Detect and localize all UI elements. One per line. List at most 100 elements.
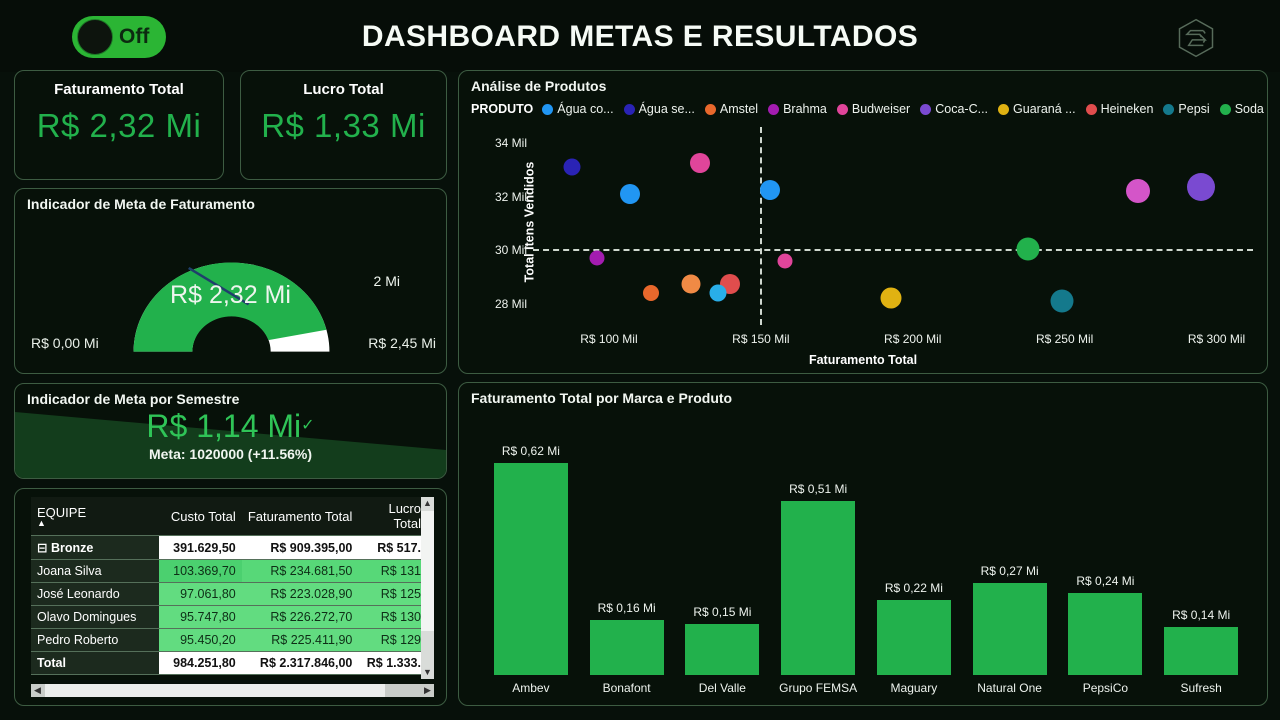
bar-column[interactable]: R$ 0,62 Mi Ambev (487, 423, 575, 695)
scatter-y-tick: 34 Mil (494, 136, 527, 151)
bar-column[interactable]: R$ 0,51 Mi Grupo FEMSA (774, 423, 862, 695)
scatter-point[interactable] (681, 274, 701, 294)
cell-lucro: R$ 517. (358, 535, 427, 560)
scroll-right-icon[interactable]: ▶ (424, 685, 431, 695)
cell-name: José Leonardo (31, 582, 160, 606)
bar[interactable] (685, 623, 760, 675)
bar-column[interactable]: R$ 0,14 Mi Sufresh (1157, 423, 1245, 695)
scatter-y-tick: 28 Mil (494, 296, 527, 311)
bar-category-label: Del Valle (698, 681, 746, 695)
expander-icon[interactable]: ⊟ (37, 541, 48, 555)
legend-item-budweiser[interactable]: Budweiser (836, 102, 911, 116)
col-custo[interactable]: Custo Total (159, 497, 242, 536)
table-row[interactable]: José Leonardo 97.061,80 R$ 223.028,90 R$… (31, 582, 427, 606)
cell-total-label: Total (31, 651, 160, 675)
bar-chart-plot-area[interactable]: R$ 0,62 Mi Ambev R$ 0,16 Mi Bonafont R$ 0,15… (483, 423, 1249, 695)
bar-column[interactable]: R$ 0,16 Mi Bonafont (583, 423, 671, 695)
scatter-point[interactable] (759, 179, 780, 200)
scatter-y-tick: 30 Mil (494, 243, 527, 258)
bar-column[interactable]: R$ 0,27 Mi Natural One (966, 423, 1054, 695)
col-lucro[interactable]: Lucro Total (358, 497, 427, 536)
legend-item-agua-sem[interactable]: Água se... (623, 102, 695, 116)
scatter-x-tick: R$ 250 Mil (1035, 332, 1094, 346)
team-table-card[interactable]: EQUIPE ▲ Custo Total Faturamento Total Lu… (14, 488, 447, 706)
legend-item-coca-cola[interactable]: Coca-C... (920, 102, 988, 116)
bar[interactable] (972, 582, 1047, 675)
cell-faturamento: R$ 234.681,50 (241, 559, 359, 583)
scatter-point[interactable] (643, 284, 660, 301)
scatter-point[interactable] (1016, 237, 1040, 261)
team-table[interactable]: EQUIPE ▲ Custo Total Faturamento Total Lu… (31, 497, 427, 675)
cell-faturamento: R$ 226.272,70 (241, 605, 359, 629)
scroll-down-icon[interactable]: ▼ (423, 667, 432, 677)
hscroll-thumb[interactable] (45, 684, 385, 697)
semester-card[interactable]: Indicador de Meta por Semestre R$ 1,14 M… (14, 383, 447, 479)
bar-column[interactable]: R$ 0,24 Mi PepsiCo (1061, 423, 1149, 695)
scatter-point[interactable] (589, 250, 605, 266)
vscroll-thumb[interactable] (421, 511, 434, 631)
table-row[interactable]: Pedro Roberto 95.450,20 R$ 225.411,90 R$… (31, 628, 427, 652)
group-label: Bronze (50, 541, 94, 555)
legend-item-guarana[interactable]: Guaraná ... (998, 102, 1076, 116)
bar-value-label: R$ 0,22 Mi (884, 580, 943, 595)
group-name-cell[interactable]: ⊟ Bronze (31, 535, 160, 560)
col-equipe[interactable]: EQUIPE ▲ (31, 497, 160, 536)
cell-faturamento: R$ 225.411,90 (241, 628, 359, 652)
bar-value-label: R$ 0,14 Mi (1172, 608, 1231, 623)
kpi-card-faturamento[interactable]: Faturamento Total R$ 2,32 Mi (14, 70, 224, 180)
legend-item-heineken[interactable]: Heineken (1085, 102, 1153, 116)
legend-label: Amstel (719, 102, 759, 116)
power-toggle[interactable]: Off (72, 16, 166, 58)
scatter-plot-area[interactable]: 28 Mil 30 Mil 32 Mil 34 Mil R$ 100 Mil R$ 150… (495, 127, 1253, 346)
legend-item-amstel[interactable]: Amstel (704, 102, 759, 116)
scroll-left-icon[interactable]: ◀ (34, 685, 41, 695)
legend-dot-icon (1219, 103, 1231, 115)
legend-item-soda[interactable]: Soda (1219, 102, 1264, 116)
bar[interactable] (876, 599, 951, 675)
scatter-point[interactable] (880, 287, 902, 309)
gauge-min-label: R$ 0,00 Mi (31, 335, 99, 351)
gauge-card[interactable]: Indicador de Meta de Faturamento R$ 2,32… (14, 188, 447, 374)
legend-item-brahma[interactable]: Brahma (768, 102, 827, 116)
legend-item-pepsi[interactable]: Pepsi (1163, 102, 1210, 116)
scatter-x-tick: R$ 100 Mil (580, 332, 638, 346)
scatter-point[interactable] (1125, 179, 1150, 204)
gauge-title: Indicador de Meta de Faturamento (27, 196, 255, 212)
scatter-card[interactable]: Análise de Produtos PRODUTO Água co... Á… (458, 70, 1268, 374)
legend-label: Budweiser (851, 102, 911, 116)
col-label: EQUIPE (37, 505, 87, 520)
table-vertical-scrollbar[interactable]: ▲ ▼ (421, 497, 434, 679)
scroll-up-icon[interactable]: ▲ (423, 498, 432, 508)
bar-column[interactable]: R$ 0,22 Mi Maguary (870, 423, 958, 695)
legend-item-agua-com[interactable]: Água co... (542, 102, 614, 116)
bar[interactable] (1164, 627, 1239, 675)
legend-dot-icon (1163, 103, 1175, 115)
scatter-point[interactable] (1050, 289, 1074, 313)
toggle-label: Off (119, 25, 150, 48)
cell-total-faturamento: R$ 2.317.846,00 (241, 651, 359, 675)
table-row-group[interactable]: ⊟ Bronze 391.629,50 R$ 909.395,00 R$ 517… (31, 535, 427, 560)
bar[interactable] (493, 463, 568, 675)
kpi-card-lucro[interactable]: Lucro Total R$ 1,33 Mi (240, 70, 447, 180)
bar[interactable] (1068, 593, 1143, 675)
semester-check-icon: ✓ (301, 417, 315, 434)
table-row[interactable]: Olavo Domingues 95.747,80 R$ 226.272,70 … (31, 605, 427, 629)
table-horizontal-scrollbar[interactable]: ◀ ▶ (31, 684, 434, 697)
cell-lucro: R$ 131 (358, 559, 427, 583)
kpi-label: Faturamento Total (54, 81, 184, 98)
col-faturamento[interactable]: Faturamento Total (241, 497, 359, 536)
scatter-point[interactable] (690, 153, 711, 174)
scatter-point[interactable] (709, 284, 727, 302)
scatter-point[interactable] (620, 183, 641, 204)
gauge-value: R$ 2,32 Mi (170, 281, 291, 309)
legend-dot-icon (704, 103, 716, 115)
legend-dot-icon (623, 103, 635, 115)
bar[interactable] (589, 620, 664, 675)
bar[interactable] (781, 501, 856, 675)
table-row[interactable]: Joana Silva 103.369,70 R$ 234.681,50 R$ … (31, 559, 427, 583)
bar-chart-card[interactable]: Faturamento Total por Marca e Produto R$… (458, 382, 1268, 706)
bar-column[interactable]: R$ 0,15 Mi Del Valle (678, 423, 766, 695)
scatter-point[interactable] (563, 158, 581, 176)
scatter-point[interactable] (1187, 173, 1216, 202)
scatter-point[interactable] (777, 253, 793, 269)
